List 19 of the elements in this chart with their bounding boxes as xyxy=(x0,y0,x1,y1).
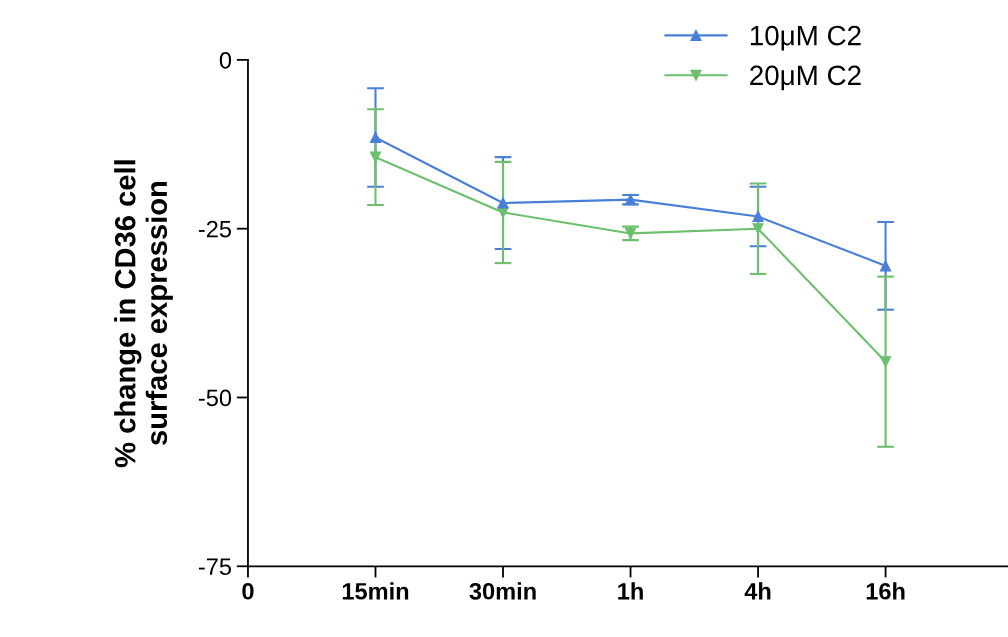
point xyxy=(369,151,382,163)
point xyxy=(752,210,764,223)
y-tick-label: 0 xyxy=(219,51,232,69)
point xyxy=(497,197,509,209)
legend-label: 20μM C2 xyxy=(750,65,861,91)
point xyxy=(880,260,892,272)
x-tick-label: 1h xyxy=(618,582,643,600)
x-tick-label: 15min xyxy=(342,582,409,600)
x-tick-label: 16h xyxy=(866,582,905,600)
point xyxy=(880,356,892,368)
y-tick-label: -50 xyxy=(198,389,232,407)
y-tick-label: -25 xyxy=(198,220,232,238)
y-tick-label: -75 xyxy=(198,558,232,576)
x-tick-label: 4h xyxy=(744,582,771,600)
y-axis-title: % change in CD36 cell surface expression xyxy=(114,160,173,468)
x-tick-label: 30min xyxy=(469,582,536,600)
x-tick-label: 0 xyxy=(242,582,254,600)
point xyxy=(369,131,382,144)
legend-label: 10μM C2 xyxy=(750,25,861,51)
